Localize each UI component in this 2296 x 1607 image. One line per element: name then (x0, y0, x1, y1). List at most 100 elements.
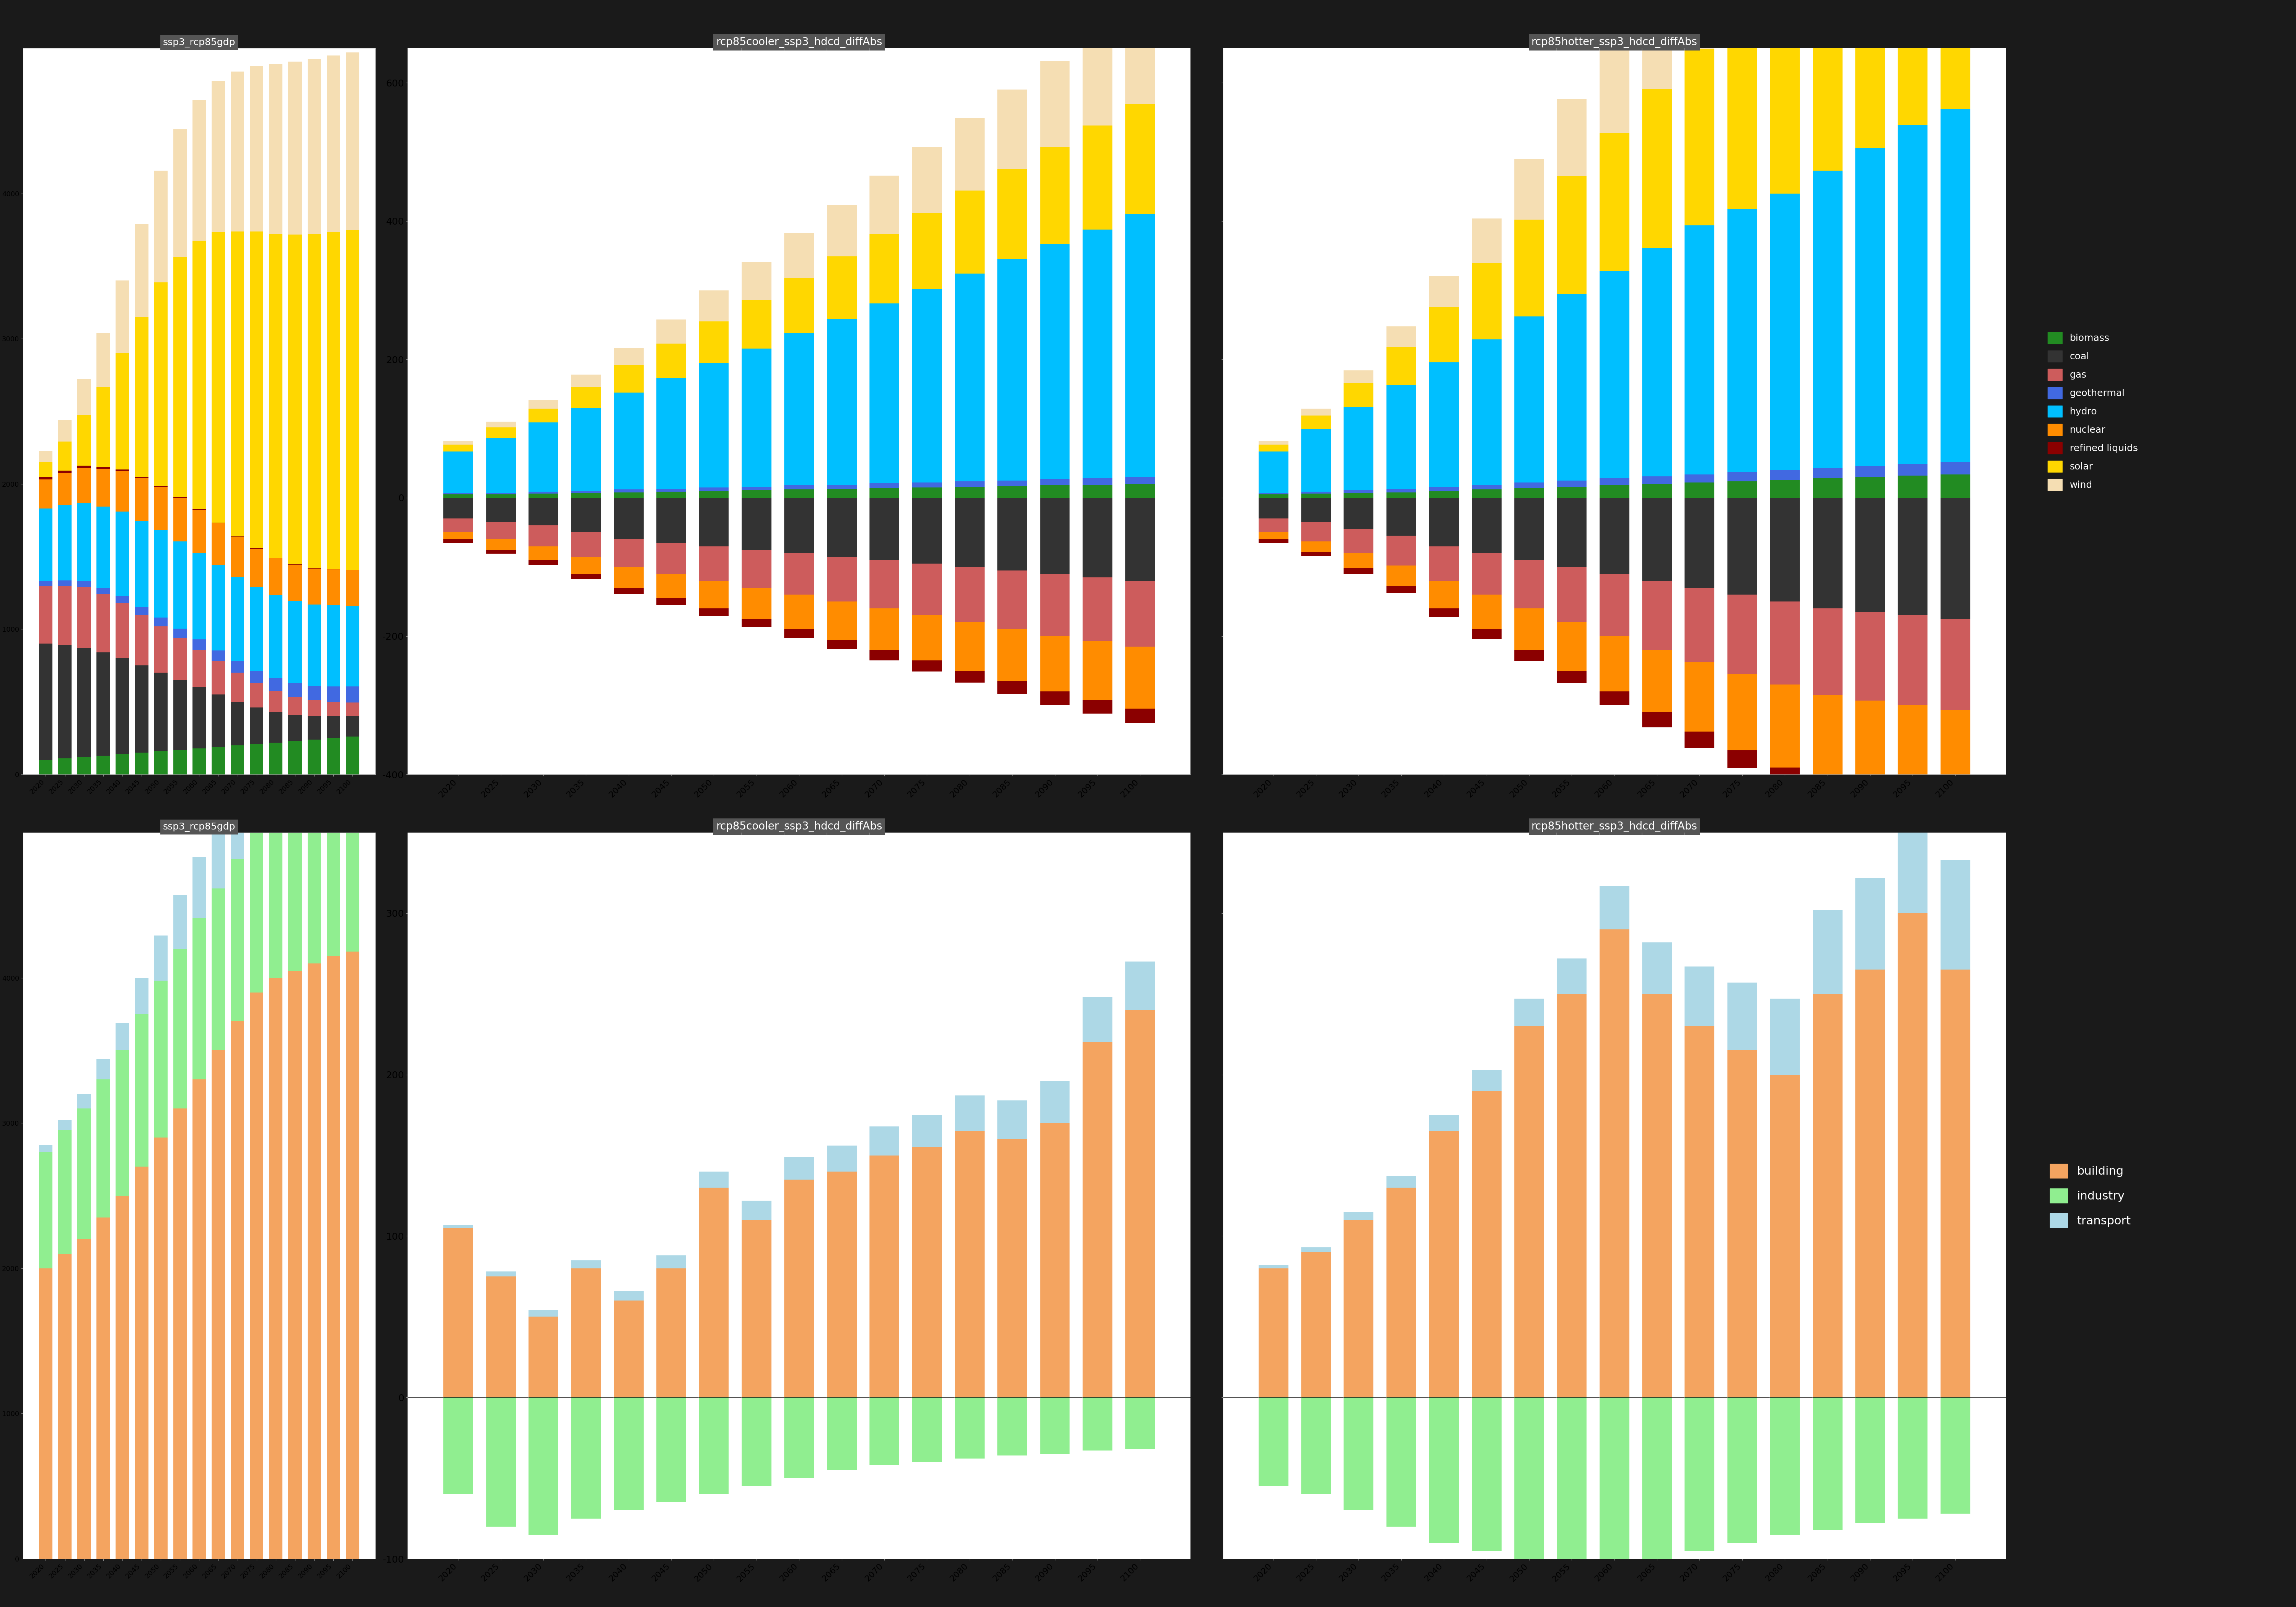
Bar (1600, 885, 1630, 929)
Bar (211, 660, 225, 694)
Bar (115, 603, 129, 659)
Bar (1428, 1398, 1458, 1543)
Title: rcp85cooler_ssp3_hdcd_diffAbs: rcp85cooler_ssp3_hdcd_diffAbs (716, 821, 882, 832)
Bar (870, 489, 900, 498)
Bar (1081, 498, 1111, 577)
Bar (572, 490, 602, 493)
Bar (742, 498, 771, 550)
Bar (57, 580, 71, 585)
Bar (1855, 148, 1885, 466)
Bar (96, 1059, 110, 1080)
Bar (232, 1022, 243, 1559)
Bar (39, 644, 53, 760)
Bar (1642, 995, 1671, 1398)
Bar (955, 191, 985, 273)
Bar (347, 570, 358, 606)
Bar (1727, 750, 1756, 768)
Title: rcp85hotter_ssp3_hdcd_diffAbs: rcp85hotter_ssp3_hdcd_diffAbs (1531, 821, 1697, 832)
Bar (742, 550, 771, 588)
Bar (250, 707, 264, 744)
Bar (785, 1157, 815, 1180)
Bar (443, 452, 473, 493)
Bar (57, 585, 71, 644)
Bar (135, 752, 149, 775)
Bar (742, 1200, 771, 1220)
Bar (1855, 701, 1885, 797)
Bar (443, 440, 473, 445)
Bar (528, 400, 558, 408)
Bar (698, 1398, 728, 1495)
Bar (232, 789, 243, 860)
Bar (308, 604, 321, 686)
Bar (1040, 574, 1070, 636)
Bar (1855, 797, 1885, 820)
Bar (1513, 609, 1543, 649)
Bar (1428, 307, 1458, 362)
Bar (572, 498, 602, 532)
Bar (135, 317, 149, 477)
Bar (1600, 691, 1630, 705)
Bar (912, 212, 941, 289)
Bar (154, 935, 168, 980)
Bar (78, 1094, 92, 1109)
Bar (1081, 1398, 1111, 1451)
Bar (1125, 484, 1155, 498)
Bar (1040, 1082, 1070, 1123)
Bar (347, 787, 358, 951)
Bar (269, 64, 282, 235)
Bar (347, 717, 358, 736)
Bar (785, 333, 815, 485)
Bar (1513, 482, 1543, 489)
Bar (250, 66, 264, 231)
Bar (96, 468, 110, 469)
Bar (1081, 1043, 1111, 1398)
Bar (1387, 489, 1417, 492)
Bar (57, 1120, 71, 1130)
Bar (1685, 966, 1715, 1027)
Bar (613, 392, 643, 490)
Bar (1727, 675, 1756, 750)
Bar (57, 644, 71, 759)
Bar (742, 262, 771, 301)
Bar (232, 860, 243, 1022)
Bar (289, 733, 301, 807)
Bar (1727, 595, 1756, 675)
Bar (1812, 784, 1841, 805)
Bar (78, 466, 92, 468)
Bar (827, 485, 856, 489)
Bar (1770, 685, 1800, 768)
Bar (1081, 485, 1111, 498)
Bar (827, 204, 856, 257)
Bar (1081, 230, 1111, 479)
Bar (785, 485, 815, 490)
Bar (870, 498, 900, 559)
Bar (1472, 490, 1502, 498)
Bar (528, 492, 558, 493)
Bar (657, 1398, 687, 1503)
Bar (1855, 0, 1885, 148)
Bar (154, 170, 168, 283)
Bar (1812, 910, 1841, 995)
Bar (1940, 461, 1970, 474)
Bar (785, 233, 815, 278)
Bar (154, 530, 168, 617)
Bar (269, 595, 282, 678)
Bar (912, 1147, 941, 1398)
Bar (1387, 347, 1417, 386)
Bar (172, 680, 186, 750)
Bar (1302, 542, 1332, 551)
Bar (115, 596, 129, 603)
Bar (1642, 580, 1671, 649)
Bar (1472, 1070, 1502, 1091)
Bar (443, 519, 473, 532)
Bar (1258, 1265, 1288, 1268)
Bar (269, 815, 282, 977)
Bar (1040, 691, 1070, 704)
Bar (172, 257, 186, 497)
Bar (870, 175, 900, 235)
Bar (1125, 1398, 1155, 1450)
Bar (232, 72, 243, 231)
Bar (1513, 559, 1543, 609)
Bar (1899, 808, 1929, 832)
Bar (870, 559, 900, 609)
